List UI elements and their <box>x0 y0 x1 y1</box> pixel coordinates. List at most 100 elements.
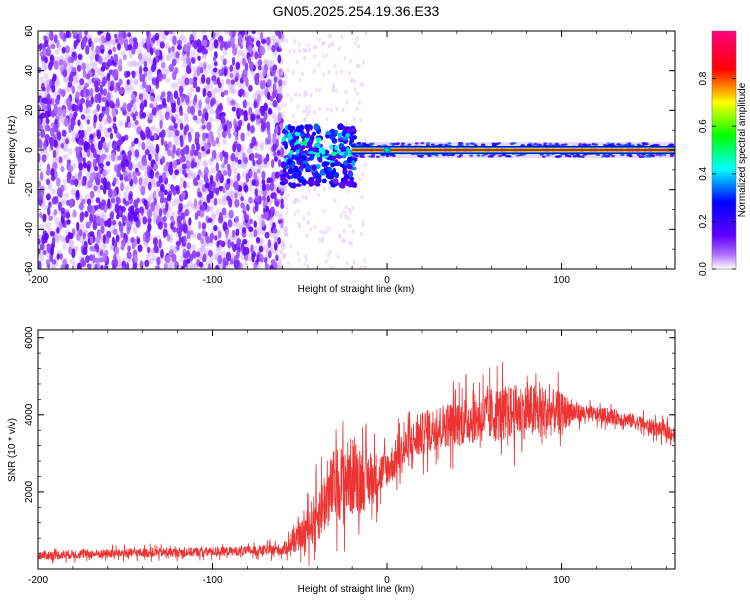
heatmap-cell <box>313 123 320 131</box>
heatmap-cell <box>210 31 216 40</box>
heatmap-cell <box>89 231 95 237</box>
heatmap-cell <box>180 95 185 103</box>
heatmap-cell <box>527 143 532 147</box>
heatmap-cell <box>206 76 211 85</box>
heatmap-cell <box>74 76 80 84</box>
heatmap-cell <box>102 88 107 97</box>
heatmap-cell <box>132 175 138 184</box>
heatmap-cell <box>149 142 155 150</box>
heatmap-cell <box>348 170 353 175</box>
heatmap-cell <box>145 84 151 93</box>
y-tick-label: 0 <box>24 147 35 153</box>
heatmap-cell <box>294 121 298 126</box>
heatmap-cell <box>104 263 108 269</box>
heatmap-cell <box>137 161 143 168</box>
heatmap-cell <box>358 100 362 105</box>
heatmap-cell <box>72 209 77 218</box>
heatmap-cell <box>230 79 236 85</box>
heatmap-cell <box>113 68 119 79</box>
heatmap-cell <box>102 177 107 187</box>
heatmap-cell <box>102 141 107 150</box>
heatmap-cell <box>361 171 365 177</box>
heatmap-cell <box>132 226 138 234</box>
heatmap-cell <box>118 209 122 216</box>
heatmap-cell <box>98 155 104 165</box>
heatmap-cell <box>261 121 266 131</box>
heatmap-cell <box>73 104 79 112</box>
heatmap-cell <box>53 34 58 43</box>
heatmap-cell <box>99 250 104 257</box>
heatmap-cell <box>248 196 253 204</box>
heatmap-cell <box>87 203 93 213</box>
heatmap-cell <box>334 88 338 94</box>
heatmap-cell <box>313 109 317 115</box>
x-tick-label: -200 <box>28 275 48 286</box>
heatmap-cell <box>108 49 113 55</box>
heatmap-cell <box>187 200 192 207</box>
heatmap-cell <box>221 67 225 77</box>
heatmap-cell <box>212 187 217 194</box>
heatmap-cell <box>347 207 351 212</box>
heatmap-cell <box>53 209 58 216</box>
heatmap-cell <box>182 36 188 44</box>
heatmap-cell <box>220 114 225 122</box>
heatmap-cell <box>164 42 170 50</box>
heatmap-cell <box>149 103 154 109</box>
heatmap-cell <box>634 148 638 152</box>
heatmap-cell <box>44 110 50 119</box>
heatmap-cell <box>558 148 562 152</box>
heatmap-cell <box>101 96 107 103</box>
heatmap-cell <box>242 99 247 109</box>
heatmap-cell <box>189 86 195 93</box>
heatmap-cell <box>78 31 83 41</box>
heatmap-cell <box>64 192 69 199</box>
heatmap-cell <box>234 198 240 208</box>
heatmap-cell <box>198 200 203 206</box>
heatmap-cell <box>243 116 249 122</box>
heatmap-cell <box>271 44 276 53</box>
heatmap-cell <box>167 90 171 97</box>
heatmap-cell <box>214 61 218 67</box>
heatmap-cell <box>280 187 284 192</box>
heatmap-cell <box>561 148 565 152</box>
heatmap-cell <box>580 155 585 158</box>
heatmap-cell <box>302 109 306 114</box>
heatmap-cell <box>128 145 134 152</box>
heatmap-cell <box>480 154 485 157</box>
heatmap-cell <box>116 84 121 92</box>
heatmap-cell <box>113 177 117 185</box>
heatmap-cell <box>94 243 99 250</box>
heatmap-cell <box>448 148 452 152</box>
heatmap-cell <box>398 148 402 152</box>
heatmap-cell <box>71 130 76 137</box>
heatmap-cell <box>181 190 186 199</box>
heatmap-cell <box>119 36 124 46</box>
snr-x-axis-label: Height of straight line (km) <box>298 584 415 595</box>
heatmap-cell <box>70 187 76 195</box>
heatmap-cell <box>300 71 304 77</box>
heatmap-cell <box>569 148 573 152</box>
heatmap-cell <box>213 67 218 73</box>
heatmap-cell <box>115 38 119 44</box>
heatmap-cell <box>222 221 228 232</box>
heatmap-cell <box>270 35 276 42</box>
heatmap-cell <box>149 169 155 179</box>
heatmap-cell <box>308 47 312 53</box>
heatmap-cell <box>227 239 232 249</box>
heatmap-cell <box>292 135 300 141</box>
heatmap-cell <box>236 107 240 118</box>
heatmap-cell <box>145 252 151 260</box>
heatmap-cell <box>162 73 167 80</box>
heatmap-cell <box>121 265 126 269</box>
heatmap-cell <box>125 159 129 168</box>
heatmap-cell <box>172 35 177 46</box>
heatmap-cell <box>85 255 90 263</box>
heatmap-cell <box>277 237 281 245</box>
heatmap-cell <box>158 190 162 198</box>
heatmap-cell <box>144 148 150 156</box>
heatmap-cell <box>51 75 56 85</box>
heatmap-cell <box>61 129 67 137</box>
heatmap-cell <box>201 204 206 212</box>
heatmap-cell <box>66 176 71 184</box>
